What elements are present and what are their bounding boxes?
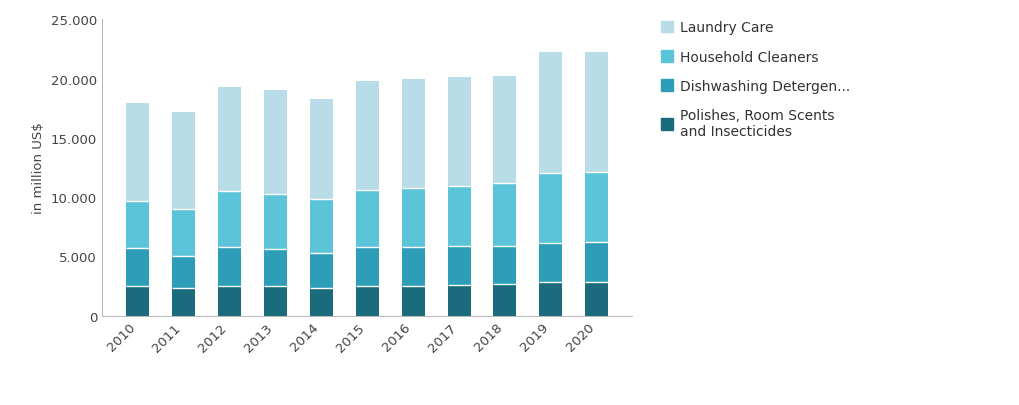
Bar bbox=[264, 194, 286, 249]
Bar bbox=[493, 183, 516, 246]
Bar bbox=[539, 53, 561, 174]
Bar bbox=[585, 283, 607, 316]
Bar bbox=[401, 247, 424, 286]
Legend: Laundry Care, Household Cleaners, Dishwashing Detergen..., Polishes, Room Scents: Laundry Care, Household Cleaners, Dishwa… bbox=[660, 21, 850, 139]
Bar bbox=[172, 209, 195, 257]
Bar bbox=[356, 286, 378, 316]
Bar bbox=[310, 253, 332, 289]
Bar bbox=[493, 246, 516, 284]
Bar bbox=[218, 286, 240, 316]
Y-axis label: in million US$: in million US$ bbox=[33, 122, 45, 214]
Bar bbox=[172, 257, 195, 289]
Bar bbox=[401, 79, 424, 188]
Bar bbox=[172, 289, 195, 316]
Bar bbox=[447, 78, 470, 187]
Bar bbox=[447, 285, 470, 316]
Bar bbox=[126, 201, 149, 249]
Bar bbox=[356, 247, 378, 286]
Bar bbox=[126, 104, 149, 201]
Bar bbox=[493, 284, 516, 316]
Bar bbox=[310, 100, 332, 200]
Bar bbox=[218, 192, 240, 247]
Bar bbox=[539, 283, 561, 316]
Bar bbox=[218, 247, 240, 286]
Bar bbox=[585, 243, 607, 283]
Bar bbox=[356, 82, 378, 190]
Bar bbox=[447, 187, 470, 246]
Bar bbox=[218, 87, 240, 192]
Bar bbox=[126, 249, 149, 286]
Bar bbox=[585, 173, 607, 243]
Bar bbox=[539, 174, 561, 244]
Bar bbox=[264, 286, 286, 316]
Bar bbox=[401, 188, 424, 247]
Bar bbox=[264, 91, 286, 194]
Bar bbox=[126, 286, 149, 316]
Bar bbox=[447, 246, 470, 285]
Bar bbox=[539, 244, 561, 283]
Bar bbox=[401, 286, 424, 316]
Bar bbox=[493, 77, 516, 183]
Bar bbox=[310, 200, 332, 253]
Bar bbox=[356, 190, 378, 247]
Bar bbox=[264, 249, 286, 286]
Bar bbox=[172, 113, 195, 209]
Bar bbox=[310, 289, 332, 316]
Bar bbox=[585, 53, 607, 173]
